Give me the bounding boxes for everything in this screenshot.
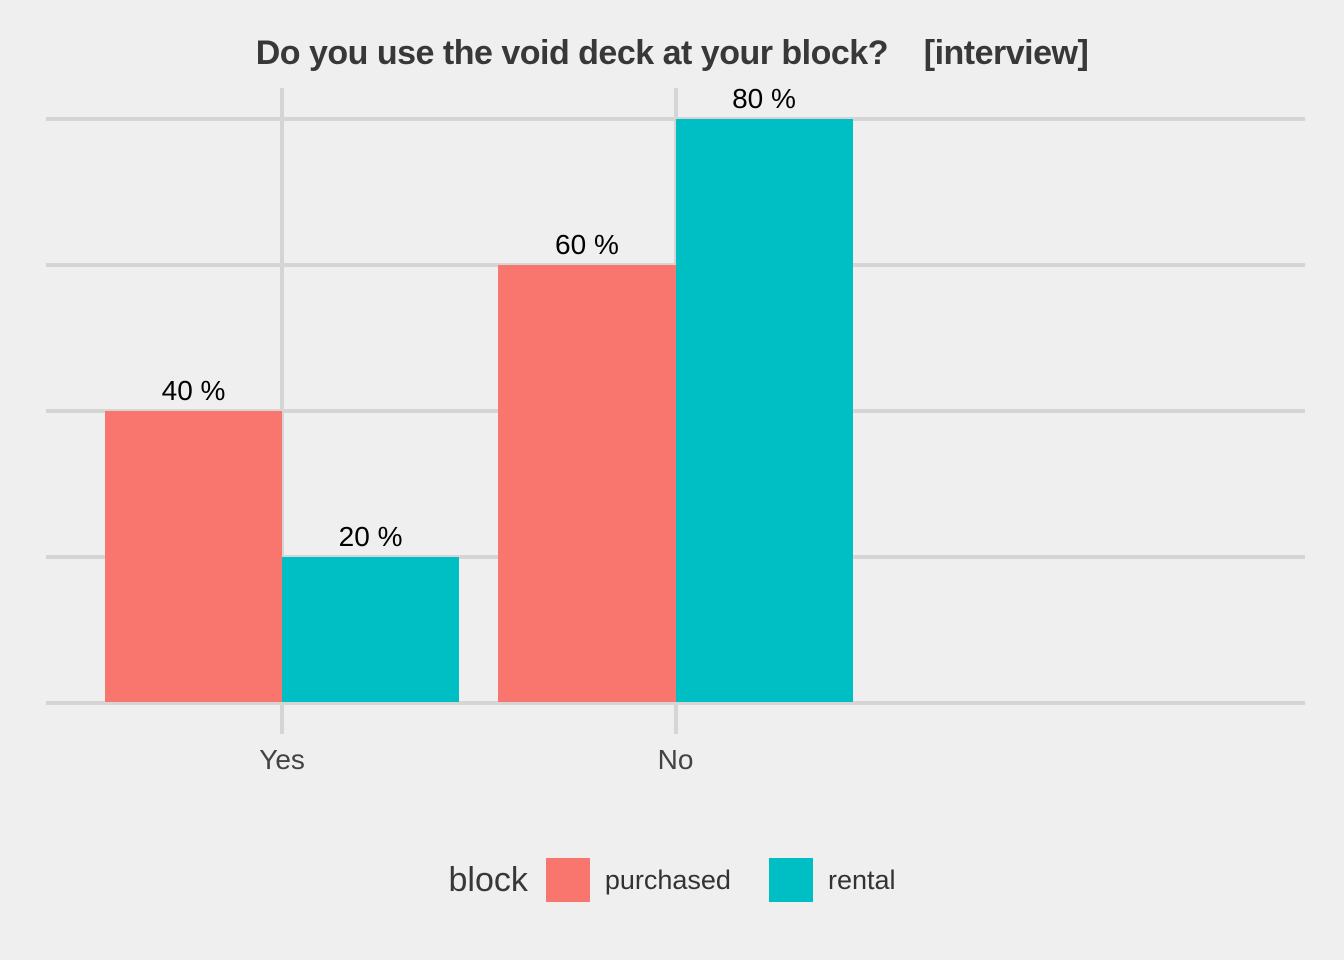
- bar-no-purchased: [498, 264, 676, 702]
- chart-title: Do you use the void deck at your block? …: [255, 34, 1089, 72]
- x-tick-no: [673, 705, 678, 734]
- x-axis-label-no: No: [657, 744, 694, 775]
- value-label-no-rental: 80 %: [732, 82, 796, 114]
- legend-item-purchased: purchased: [545, 858, 731, 902]
- legend-key-rental-swatch: [768, 858, 813, 902]
- gridline-h-0: [46, 701, 1305, 705]
- bar-yes-purchased: [105, 410, 283, 702]
- legend-items: purchased rental: [545, 858, 896, 902]
- legend: block purchased rental: [0, 858, 1344, 902]
- legend-label-purchased: purchased: [604, 864, 731, 895]
- value-label-yes-rental: 20 %: [338, 520, 403, 552]
- legend-item-rental: rental: [768, 858, 896, 902]
- value-label-yes-purchased: 40 %: [161, 374, 226, 406]
- x-tick-yes: [280, 705, 285, 734]
- bar-yes-rental: [282, 556, 460, 702]
- gridline-v-yes: [280, 88, 285, 703]
- legend-title: block: [448, 860, 528, 899]
- x-axis-label-yes: Yes: [259, 744, 305, 775]
- legend-label-rental: rental: [827, 864, 896, 895]
- legend-key-purchased-swatch: [545, 858, 590, 902]
- bar-no-rental: [675, 118, 853, 702]
- value-label-no-purchased: 60 %: [555, 228, 619, 260]
